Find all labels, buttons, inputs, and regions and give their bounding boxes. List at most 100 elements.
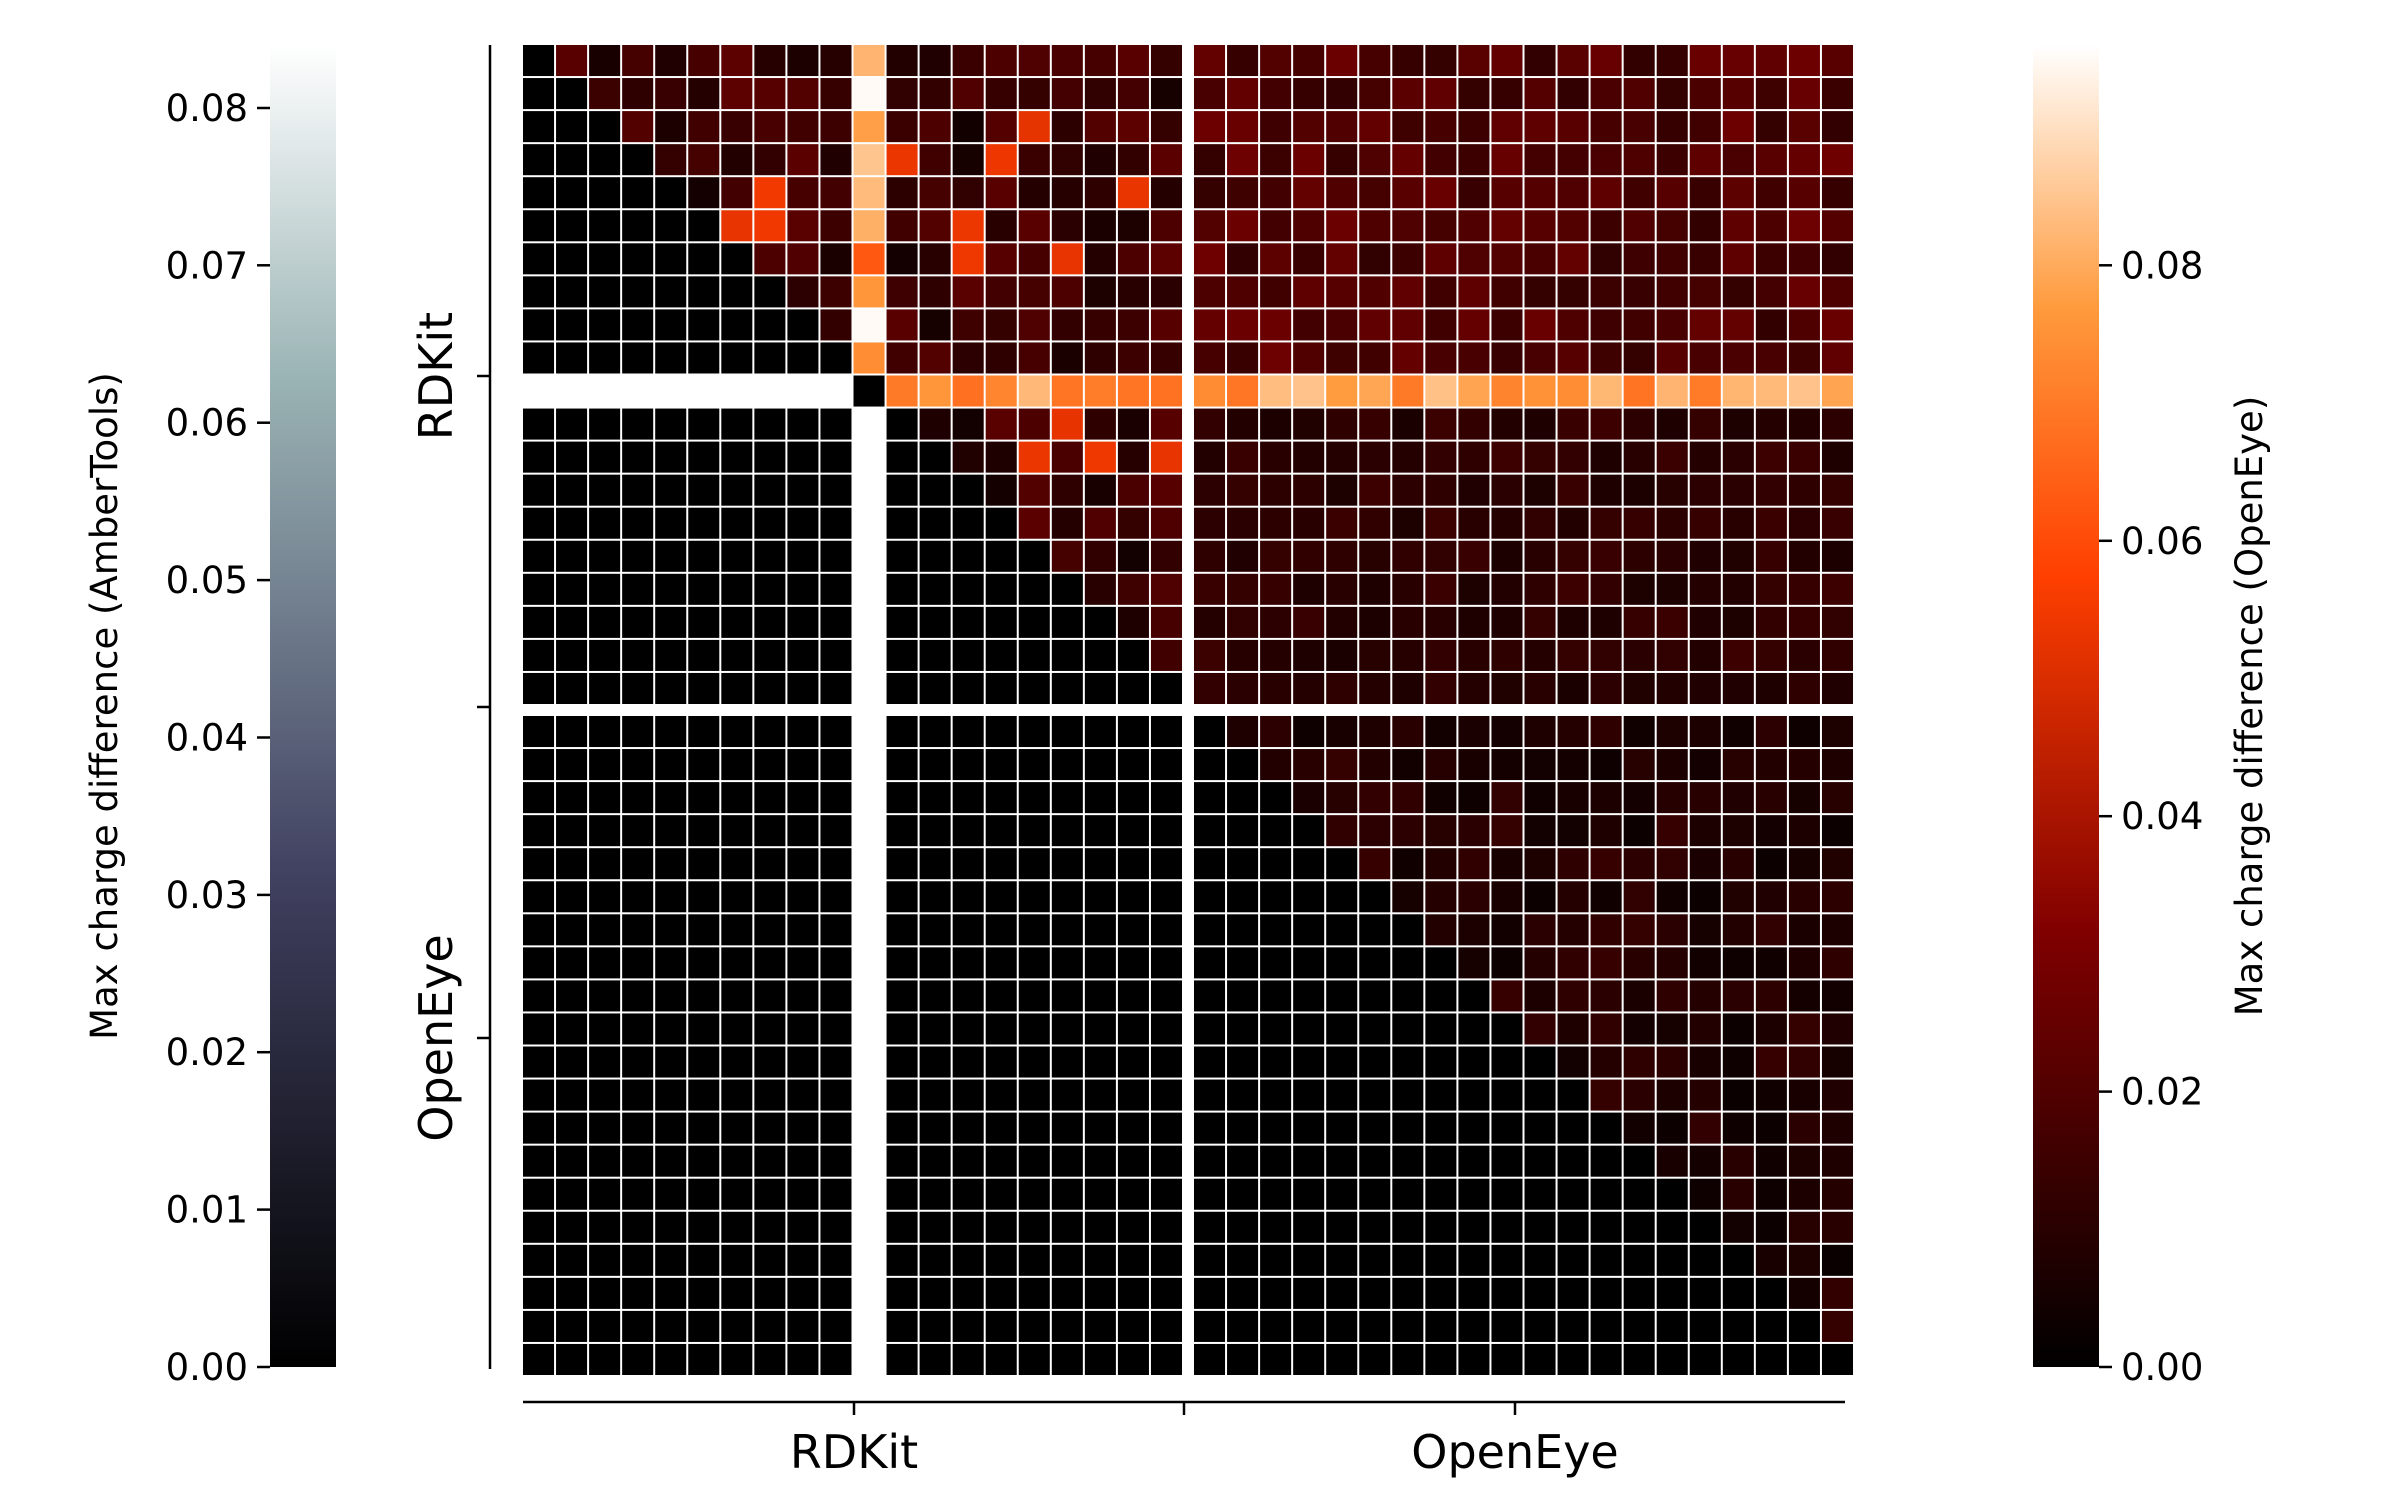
- heatmap-cell: [952, 45, 984, 77]
- heatmap-cell: [1359, 408, 1391, 440]
- heatmap-cell: [1623, 1211, 1655, 1243]
- heatmap-cell: [1491, 573, 1523, 605]
- heatmap-cell: [1590, 815, 1622, 847]
- heatmap-cell: [1458, 782, 1490, 814]
- heatmap-cell: [1150, 474, 1182, 506]
- heatmap-cell: [1051, 980, 1083, 1012]
- heatmap-cell: [655, 1343, 687, 1375]
- heatmap-cell: [523, 474, 555, 506]
- heatmap-cell: [1425, 639, 1457, 671]
- heatmap-cell: [952, 111, 984, 143]
- heatmap-cell: [1084, 111, 1116, 143]
- heatmap-cell: [1491, 1046, 1523, 1078]
- heatmap-cell: [1018, 507, 1050, 539]
- heatmap-cell: [1293, 210, 1325, 242]
- heatmap-cell: [1656, 474, 1688, 506]
- heatmap-cell: [688, 1112, 720, 1144]
- heatmap-cell: [1051, 375, 1083, 407]
- heatmap-cell: [1051, 474, 1083, 506]
- heatmap-cell: [1491, 1343, 1523, 1375]
- heatmap-cell: [1425, 309, 1457, 341]
- heatmap-cell: [787, 1046, 819, 1078]
- heatmap-cell: [1260, 606, 1292, 638]
- heatmap-cell: [1392, 1277, 1424, 1309]
- heatmap-cell: [787, 606, 819, 638]
- heatmap-cell: [1656, 1244, 1688, 1276]
- heatmap-cell: [1689, 815, 1721, 847]
- heatmap-cell: [556, 1310, 588, 1342]
- heatmap-cell: [1524, 111, 1556, 143]
- heatmap-cell: [589, 45, 621, 77]
- heatmap-cell: [1150, 342, 1182, 374]
- heatmap-cell: [1227, 672, 1259, 704]
- heatmap-cell: [1084, 1244, 1116, 1276]
- heatmap-cell: [622, 947, 654, 979]
- heatmap-cell: [952, 1277, 984, 1309]
- heatmap-cell: [1018, 639, 1050, 671]
- heatmap-cell: [1326, 375, 1358, 407]
- heatmap-cell: [688, 243, 720, 275]
- heatmap-cell: [1392, 980, 1424, 1012]
- heatmap-cell: [589, 1079, 621, 1111]
- heatmap-cell: [1051, 540, 1083, 572]
- heatmap-cell: [1392, 111, 1424, 143]
- heatmap-cell: [1293, 408, 1325, 440]
- heatmap-cell: [1051, 1211, 1083, 1243]
- heatmap-cell: [1117, 848, 1149, 880]
- heatmap-cell: [1656, 177, 1688, 209]
- heatmap-cell: [886, 1046, 918, 1078]
- openeye-tick-label: 0.06: [2121, 520, 2203, 563]
- heatmap-cell: [655, 1013, 687, 1045]
- heatmap-cell: [1326, 276, 1358, 308]
- heatmap-cell: [754, 1343, 786, 1375]
- heatmap-cell: [1689, 1343, 1721, 1375]
- heatmap-cell: [1293, 606, 1325, 638]
- heatmap-cell: [1689, 573, 1721, 605]
- heatmap-cell: [820, 815, 852, 847]
- heatmap-cell: [1326, 1343, 1358, 1375]
- heatmap-cell: [1392, 177, 1424, 209]
- heatmap-cell: [1359, 815, 1391, 847]
- heatmap-cell: [523, 947, 555, 979]
- heatmap-cell: [1018, 474, 1050, 506]
- heatmap-cell: [1084, 782, 1116, 814]
- heatmap-cell: [1557, 507, 1589, 539]
- heatmap-cell: [1689, 1079, 1721, 1111]
- heatmap-cell: [1722, 1013, 1754, 1045]
- heatmap-cell: [1260, 815, 1292, 847]
- heatmap-cell: [787, 474, 819, 506]
- heatmap-cell: [1260, 276, 1292, 308]
- heatmap-cell: [1458, 1013, 1490, 1045]
- heatmap-cell: [886, 408, 918, 440]
- heatmap-cell: [952, 276, 984, 308]
- heatmap-cell: [655, 815, 687, 847]
- heatmap-cell: [1359, 276, 1391, 308]
- heatmap-cell: [754, 1244, 786, 1276]
- heatmap-cell: [1689, 1244, 1721, 1276]
- heatmap-cell: [1150, 782, 1182, 814]
- heatmap-cell: [1260, 914, 1292, 946]
- heatmap-cell: [1821, 375, 1853, 407]
- heatmap-cell: [1491, 408, 1523, 440]
- heatmap-cell: [622, 815, 654, 847]
- heatmap-cell: [1359, 540, 1391, 572]
- heatmap-cell: [589, 1343, 621, 1375]
- heatmap-cell: [1425, 573, 1457, 605]
- heatmap-cell: [1557, 408, 1589, 440]
- heatmap-cell: [1491, 243, 1523, 275]
- heatmap-cell: [556, 881, 588, 913]
- heatmap-cell: [1590, 848, 1622, 880]
- heatmap-cell: [1722, 1046, 1754, 1078]
- heatmap-cell: [1260, 408, 1292, 440]
- heatmap-cell: [1755, 1145, 1787, 1177]
- heatmap-cell: [589, 78, 621, 110]
- heatmap-cell: [589, 1046, 621, 1078]
- heatmap-cell: [1326, 1310, 1358, 1342]
- heatmap-cell: [1227, 1046, 1259, 1078]
- heatmap-cell: [1392, 1145, 1424, 1177]
- heatmap-cell: [1590, 1046, 1622, 1078]
- heatmap-cell: [1788, 815, 1820, 847]
- heatmap-cell: [1293, 342, 1325, 374]
- heatmap-cell: [1326, 1211, 1358, 1243]
- heatmap-cell: [985, 342, 1017, 374]
